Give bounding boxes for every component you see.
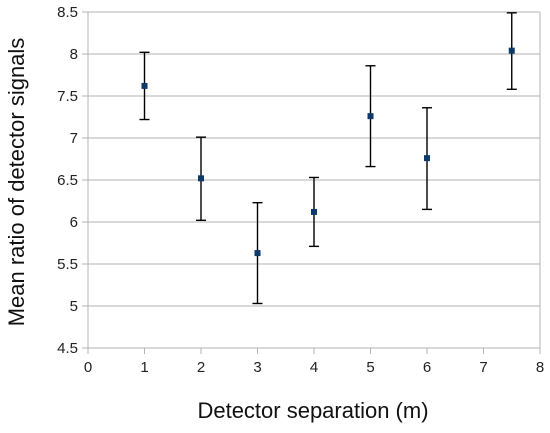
data-point-group-0	[139, 51, 150, 121]
tick-labels: 4.5 5 5.5 6 6.5 7 7.5 8 8.5 0 1 2 3 4 5 6 7 8	[57, 4, 544, 376]
data-point-group-5	[422, 107, 432, 211]
data-point-group-3	[309, 176, 319, 248]
data-point-group-6	[506, 12, 517, 90]
y-tick-label-1: 5	[70, 298, 78, 315]
x-tick-label-5: 5	[366, 359, 374, 376]
data-marks	[139, 12, 517, 305]
data-point-1	[198, 175, 204, 182]
y-axis-title: Mean ratio of detector signals	[4, 38, 29, 327]
y-tick-label-6: 7.5	[57, 88, 78, 105]
data-point-3	[311, 208, 317, 215]
data-point-0	[141, 82, 148, 89]
y-tick-label-8: 8.5	[57, 4, 78, 21]
data-point-5	[424, 155, 430, 162]
data-point-2	[254, 250, 261, 257]
x-tick-label-8: 8	[536, 359, 544, 376]
y-tick-label-2: 5.5	[57, 256, 78, 273]
y-tick-label-5: 7	[70, 130, 78, 147]
x-tick-label-1: 1	[140, 359, 148, 376]
y-tick-label-4: 6.5	[57, 172, 78, 189]
data-point-4	[367, 113, 374, 120]
x-tick-label-6: 6	[423, 359, 431, 376]
y-tick-label-3: 6	[70, 214, 78, 231]
x-tick-label-3: 3	[253, 359, 261, 376]
x-tick-label-4: 4	[310, 359, 318, 376]
axes-layer	[82, 11, 541, 354]
y-tick-label-0: 4.5	[57, 340, 78, 357]
x-tick-label-7: 7	[479, 359, 487, 376]
data-point-group-1	[196, 136, 206, 222]
data-point-group-2	[252, 201, 263, 305]
x-tick-label-0: 0	[84, 359, 92, 376]
x-axis-title: Detector separation (m)	[197, 398, 428, 423]
x-tick-label-2: 2	[197, 359, 205, 376]
data-point-6	[508, 47, 515, 54]
y-tick-label-7: 8	[70, 46, 78, 63]
data-point-group-4	[365, 65, 376, 168]
